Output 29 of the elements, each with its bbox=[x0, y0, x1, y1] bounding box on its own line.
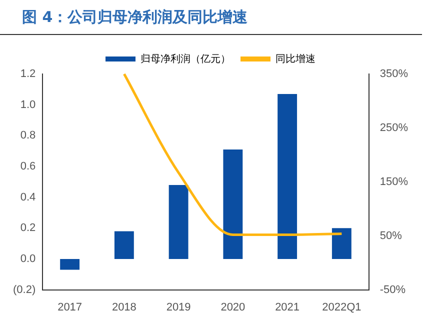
legend-label: 归母净利润（亿元） bbox=[140, 52, 230, 65]
bar bbox=[223, 150, 243, 259]
y2-tick-label: 50% bbox=[380, 230, 402, 242]
bar bbox=[278, 94, 298, 259]
y2-tick-label: -50% bbox=[380, 284, 406, 296]
x-tick-label: 2020 bbox=[220, 301, 246, 314]
line-series bbox=[122, 72, 343, 236]
y2-tick-label: 150% bbox=[380, 176, 408, 188]
y-tick-label: 1.2 bbox=[20, 68, 36, 80]
y-tick-label: 0.2 bbox=[20, 222, 36, 234]
x-tick-label: 2021 bbox=[275, 301, 300, 314]
bar bbox=[332, 228, 352, 259]
x-tick-label: 2019 bbox=[166, 301, 191, 314]
y-tick-label: 1.0 bbox=[20, 98, 36, 111]
y-tick-label: 0.6 bbox=[20, 160, 36, 173]
y-tick-label: 0.0 bbox=[20, 253, 36, 266]
chart-title: 图 4：公司归母净利润及同比增速 bbox=[22, 8, 248, 27]
y-tick-label: (0.2) bbox=[12, 284, 36, 296]
bar bbox=[114, 231, 134, 259]
bar bbox=[60, 258, 80, 270]
y-tick-label: 0.8 bbox=[20, 130, 36, 142]
x-tick-label: 2017 bbox=[58, 301, 82, 314]
legend-label: 同比增速 bbox=[276, 52, 316, 65]
y2-tick-label: 250% bbox=[380, 122, 408, 134]
bar bbox=[168, 184, 188, 259]
y-tick-label: 0.4 bbox=[20, 191, 36, 204]
x-tick-label: 2022Q1 bbox=[322, 301, 362, 314]
y2-tick-label: 350% bbox=[380, 68, 408, 80]
x-tick-label: 2018 bbox=[112, 301, 136, 314]
